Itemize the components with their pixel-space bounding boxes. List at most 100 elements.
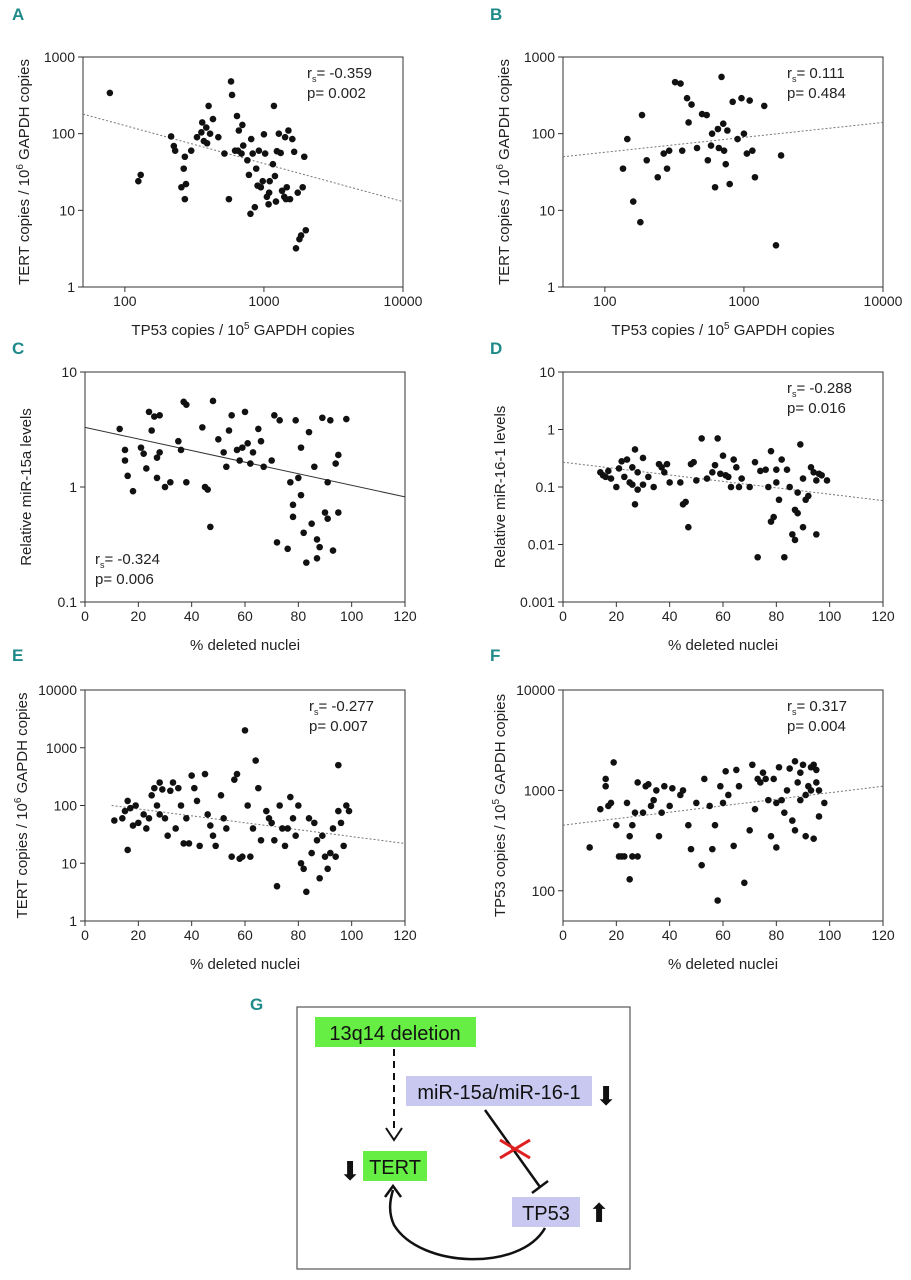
x-tick-label: 80 (769, 608, 785, 624)
data-point (221, 150, 228, 157)
data-point (111, 817, 118, 824)
data-point (645, 473, 652, 481)
data-point (733, 766, 740, 774)
data-point (247, 853, 254, 860)
data-point (749, 147, 756, 154)
trend-line (562, 121, 884, 158)
data-point (260, 463, 267, 471)
data-point (332, 460, 339, 467)
data-point (647, 802, 655, 810)
data-point (332, 853, 339, 860)
data-point (685, 821, 692, 829)
dashed-arrow-head (385, 1127, 403, 1142)
data-point (799, 475, 807, 482)
data-point (119, 815, 126, 822)
data-point (286, 195, 294, 203)
data-point (292, 244, 300, 252)
data-point (161, 483, 169, 491)
y-axis-label-main: TERT copies / 10 (16, 170, 33, 285)
data-point (140, 450, 147, 457)
y-tick-label: 1 (547, 422, 555, 438)
data-point (151, 413, 158, 420)
data-point (783, 787, 791, 794)
x-tick-label: 100 (818, 927, 842, 943)
data-point (714, 435, 721, 442)
data-point (129, 487, 137, 495)
data-point (757, 467, 764, 475)
panel-f: F 0 20 40 60 80 100 120 100 1000 10000 % deleted nu… (490, 646, 895, 973)
data-point (661, 469, 668, 476)
data-point (789, 531, 796, 538)
data-point (292, 417, 299, 424)
data-point (305, 428, 313, 436)
data-point (765, 483, 772, 491)
data-point (156, 449, 163, 456)
x-tick-label: 100 (818, 608, 842, 624)
data-point (193, 133, 201, 141)
data-point (327, 417, 334, 424)
data-point (810, 761, 817, 769)
data-point (729, 98, 736, 106)
y-axis-label-main: TERT copies / 10 (14, 803, 31, 918)
data-point (271, 412, 278, 419)
data-point (279, 825, 286, 832)
x-tick-label: 60 (237, 608, 253, 624)
x-axis-label: TP53 copies / 105 GAPDH copies (131, 321, 354, 339)
x-tick-label: 80 (769, 927, 785, 943)
x-axis-label-main: TP53 copies / 10 (131, 322, 244, 339)
data-point (746, 483, 753, 491)
data-point (709, 845, 716, 853)
x-axis-label: % deleted nuclei (190, 637, 300, 654)
x-axis-label: TP53 copies / 105 GAPDH copies (611, 321, 834, 339)
data-point (602, 775, 609, 783)
data-point (629, 198, 637, 205)
y-axis-label: TERT copies / 106 GAPDH copies (495, 59, 513, 285)
data-point (319, 414, 326, 422)
data-point (124, 472, 131, 480)
data-point (639, 809, 647, 816)
data-point (767, 832, 775, 840)
x-tick-label: 60 (715, 927, 731, 943)
data-point (206, 130, 214, 137)
data-point (183, 401, 190, 408)
x-tick-label: 120 (393, 608, 417, 624)
x-tick-label: 40 (662, 608, 678, 624)
data-point (805, 492, 812, 500)
data-point (751, 805, 759, 813)
y-tick-label: 10 (539, 364, 555, 380)
data-point (698, 435, 705, 442)
data-point (810, 469, 817, 476)
data-point (319, 832, 326, 839)
data-point (734, 135, 741, 143)
x-tick-label: 100 (340, 927, 364, 943)
data-point (770, 775, 777, 783)
data-point (137, 444, 145, 451)
y-tick-label: 1000 (524, 782, 555, 798)
data-point (276, 802, 283, 809)
data-point (270, 102, 278, 110)
data-point (302, 226, 310, 234)
y-tick-label: 100 (52, 126, 76, 142)
data-point (714, 125, 722, 133)
y-tick-label: 1000 (46, 740, 77, 756)
y-axis-label-sup: 5 (491, 799, 502, 805)
data-point (794, 509, 801, 517)
data-point (711, 461, 719, 469)
y-tick-label: 1 (69, 913, 77, 929)
data-point (343, 415, 350, 423)
data-point (303, 559, 310, 566)
y-axis-label-main: Relative miR-15a levels (18, 408, 35, 566)
data-point (693, 799, 700, 807)
tp53-box (512, 1197, 580, 1227)
data-point (677, 479, 684, 486)
data-point (621, 473, 628, 481)
stat-r-symbol: r (95, 551, 100, 568)
data-point (655, 832, 663, 840)
data-point (624, 135, 631, 143)
mirna-down-arrow: ⬇ (595, 1081, 617, 1111)
data-point (284, 825, 291, 832)
data-point (602, 782, 609, 790)
data-point (717, 470, 724, 478)
data-point (818, 471, 825, 479)
